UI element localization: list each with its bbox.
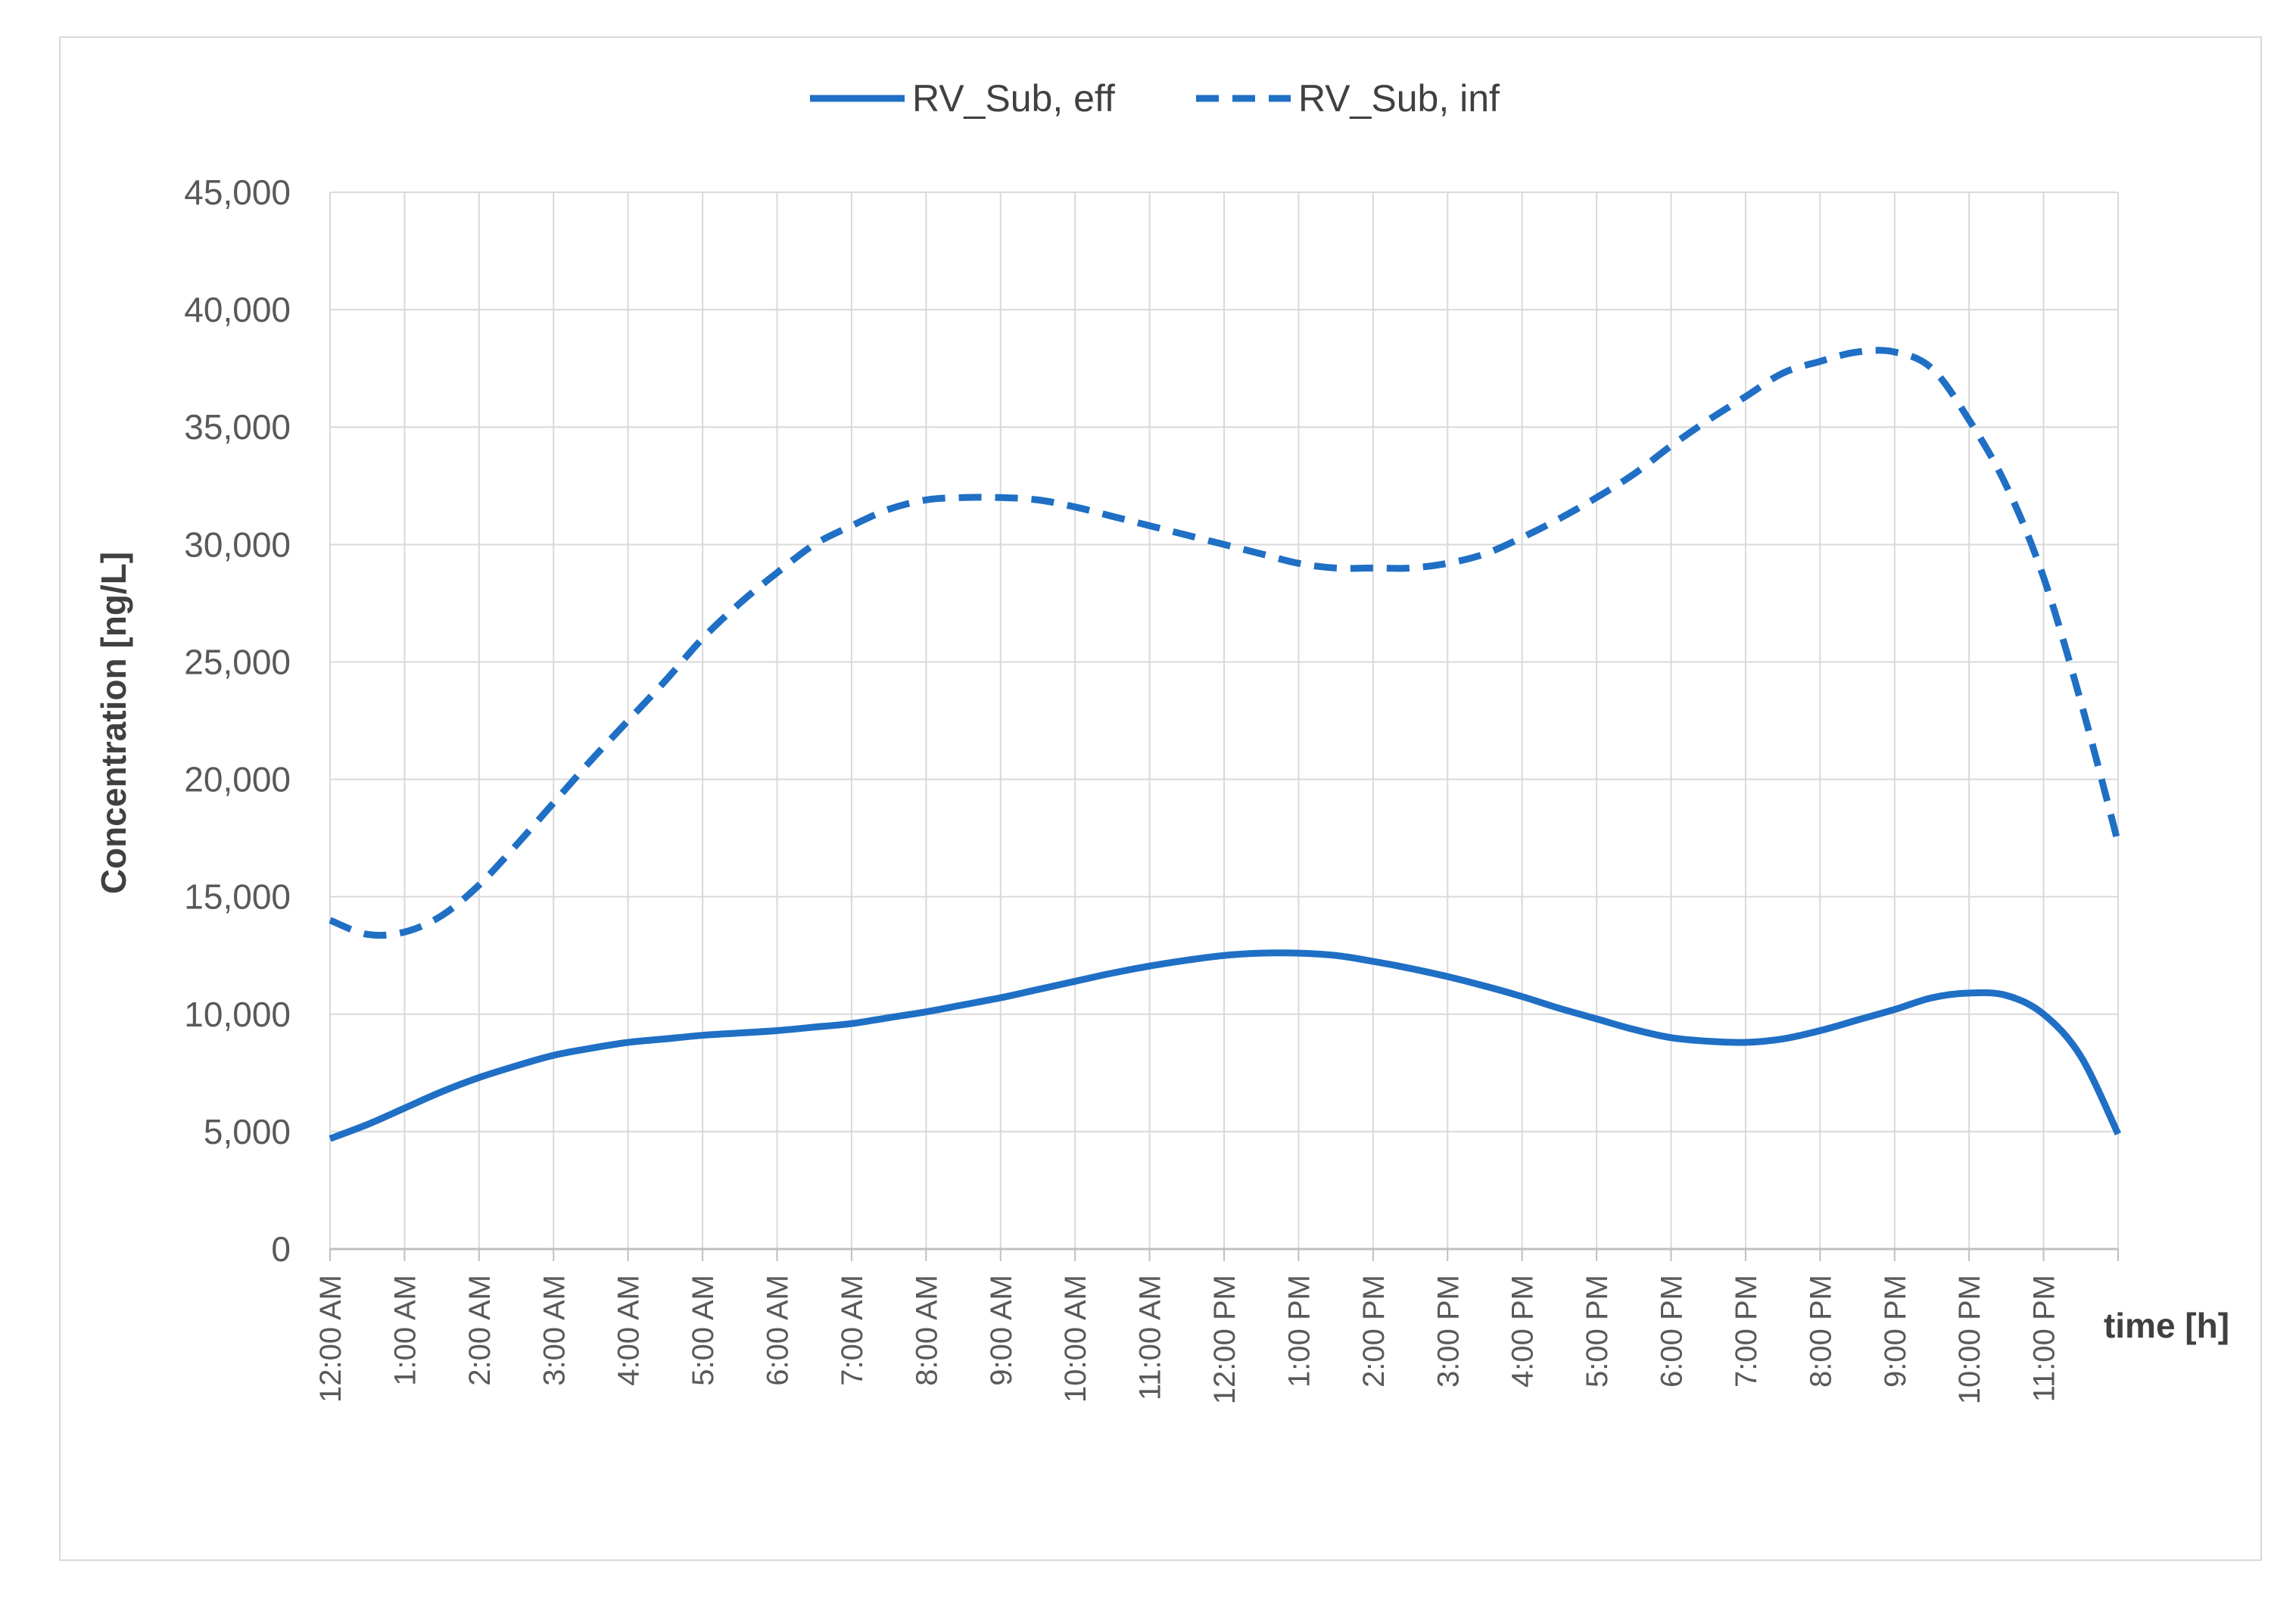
x-tick-label: 3:00 PM	[1431, 1275, 1465, 1388]
x-tick-label: 10:00 AM	[1059, 1275, 1092, 1403]
y-axis-ticks: 0 5,000 10,000 15,000 20,000 25,000 30,000 35,0…	[184, 173, 291, 1269]
x-tick-label: 5:00 PM	[1581, 1275, 1614, 1388]
x-tick-label: 8:00 PM	[1804, 1275, 1837, 1388]
x-tick-label: 9:00 AM	[985, 1275, 1018, 1386]
grid-lines	[329, 192, 2119, 1261]
x-tick-label: 2:00 PM	[1357, 1275, 1391, 1388]
legend: RV_Sub, eff RV_Sub, inf	[810, 77, 1500, 120]
x-tick-label: 1:00 AM	[388, 1275, 422, 1386]
x-tick-label: 6:00 AM	[762, 1275, 795, 1386]
y-tick-label: 5,000	[204, 1112, 291, 1151]
x-tick-label: 5:00 AM	[687, 1275, 720, 1386]
x-tick-label: 7:00 PM	[1730, 1275, 1763, 1388]
y-tick-label: 25,000	[184, 642, 291, 681]
x-tick-label: 11:00 PM	[2028, 1275, 2061, 1402]
x-tick-label: 9:00 PM	[1879, 1275, 1912, 1388]
x-tick-label: 3:00 AM	[537, 1275, 571, 1386]
y-tick-label: 40,000	[184, 290, 291, 329]
x-tick-label: 2:00 AM	[463, 1275, 497, 1386]
x-axis-ticks: 12:00 AM 1:00 AM 2:00 AM 3:00 AM 4:00 AM 5:00…	[314, 1275, 2061, 1404]
series-line-inf	[329, 347, 2122, 939]
x-tick-label: 1:00 PM	[1282, 1275, 1316, 1388]
x-tick-label: 11:00 AM	[1134, 1275, 1167, 1400]
y-tick-label: 20,000	[184, 760, 291, 799]
y-tick-label: 45,000	[184, 173, 291, 212]
y-axis-title: Concentration [ng/L]	[94, 552, 133, 894]
x-tick-label: 6:00 PM	[1656, 1275, 1689, 1388]
x-tick-label: 4:00 PM	[1506, 1275, 1540, 1388]
y-tick-label: 35,000	[184, 407, 291, 447]
series-lines	[329, 347, 2122, 1142]
y-tick-label: 15,000	[184, 877, 291, 917]
x-axis-title: time [h]	[2104, 1306, 2229, 1345]
x-tick-label: 10:00 PM	[1953, 1275, 1986, 1404]
y-tick-label: 0	[271, 1229, 291, 1269]
x-tick-label: 12:00 PM	[1208, 1275, 1241, 1404]
legend-label-inf: RV_Sub, inf	[1298, 77, 1500, 120]
x-tick-label: 8:00 AM	[910, 1275, 943, 1386]
y-tick-label: 30,000	[184, 525, 291, 564]
y-tick-label: 10,000	[184, 995, 291, 1034]
legend-label-eff: RV_Sub, eff	[912, 77, 1115, 120]
x-tick-label: 7:00 AM	[836, 1275, 869, 1386]
x-tick-label: 4:00 AM	[612, 1275, 646, 1386]
series-line-eff	[329, 949, 2122, 1142]
x-tick-label: 12:00 AM	[314, 1275, 347, 1403]
